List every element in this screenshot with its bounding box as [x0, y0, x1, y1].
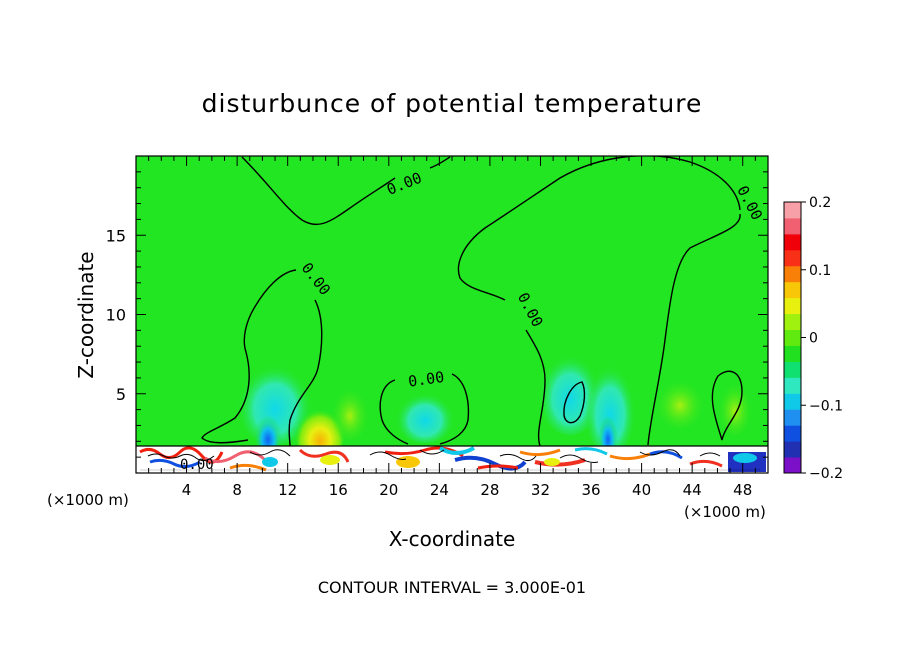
x-tick-label: 20 [379, 481, 398, 499]
colorbar-swatch [784, 217, 801, 235]
colorbar-tick-label: 0 [809, 331, 818, 347]
colorbar-swatch [784, 265, 801, 283]
contour-label: 0.00 [180, 457, 214, 473]
colorbar-swatch [784, 329, 801, 346]
colorbar-tick-label: 0.1 [809, 263, 831, 279]
chart-title: disturbunce of potential temperature [202, 89, 703, 118]
colorbar-swatch [784, 202, 801, 219]
y-tick-label: 10 [106, 306, 126, 325]
plot-area: 0.00 0.00 0.00 0.00 0.00 0.00 [136, 156, 768, 473]
colorbar-swatch [784, 361, 801, 378]
x-tick-label: 8 [232, 481, 242, 499]
colorbar-swatch [784, 249, 801, 267]
y-tick-label: 15 [106, 226, 126, 245]
colorbar-swatch [784, 425, 801, 442]
colorbar-swatch [784, 441, 801, 458]
y-axis-label: Z-coordinate [74, 251, 98, 378]
contour-label: 0.00 [407, 368, 445, 391]
x-tick-label: 48 [733, 481, 752, 499]
x-tick-label: 32 [531, 481, 550, 499]
colorbar-swatch [784, 393, 801, 410]
x-tick-label: 4 [182, 481, 192, 499]
y-tick-labels: 5 10 15 [106, 226, 126, 404]
colorbar-swatch [784, 281, 801, 299]
x-tick-label: 44 [683, 481, 702, 499]
x-tick-label: 12 [278, 481, 297, 499]
x-unit-right: (×1000 m) [684, 503, 766, 521]
axis-ticks [136, 156, 768, 473]
colorbar-swatch [784, 377, 801, 394]
colorbar-swatch [784, 313, 801, 331]
colorbar-tick-label: −0.2 [809, 466, 843, 482]
colorbar-swatch [784, 457, 801, 474]
x-unit-left: (×1000 m) [47, 491, 129, 509]
field-shading [237, 345, 753, 460]
x-tick-label: 24 [430, 481, 449, 499]
colorbar-tick-labels: 0.2 0.1 0 −0.1 −0.2 [801, 195, 843, 482]
x-tick-labels: 4 8 12 16 20 24 28 32 36 40 44 48 [182, 481, 752, 499]
y-tick-label: 5 [116, 385, 126, 404]
x-tick-label: 28 [480, 481, 499, 499]
colorbar-tick-label: 0.2 [809, 195, 831, 211]
colorbar-swatch [784, 409, 801, 426]
zero-contours [201, 156, 743, 447]
colorbar-swatch [784, 345, 801, 362]
contour-interval-note: CONTOUR INTERVAL = 3.000E-01 [318, 578, 586, 597]
x-tick-label: 16 [329, 481, 348, 499]
colorbar-tick-label: −0.1 [809, 398, 843, 414]
x-tick-label: 40 [632, 481, 651, 499]
colorbar-swatch [784, 233, 801, 251]
x-axis-label: X-coordinate [389, 527, 516, 551]
colorbar [784, 202, 801, 474]
colorbar-swatch [784, 297, 801, 315]
x-tick-label: 36 [581, 481, 600, 499]
